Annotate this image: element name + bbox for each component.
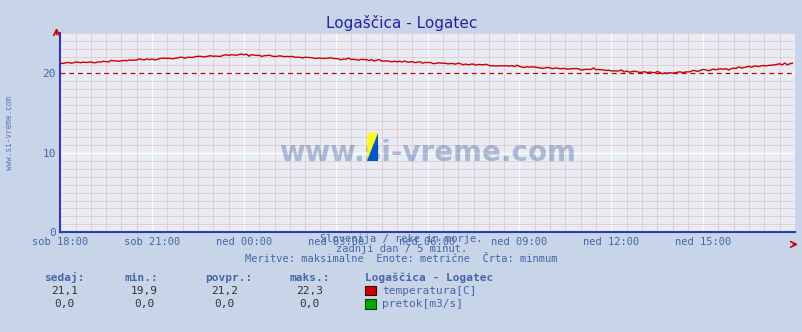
Text: www.si-vreme.com: www.si-vreme.com [279,139,575,167]
Text: 21,1: 21,1 [51,286,78,296]
Polygon shape [367,133,377,161]
Text: 0,0: 0,0 [54,299,75,309]
Text: 0,0: 0,0 [214,299,235,309]
Polygon shape [367,133,377,161]
Text: povpr.:: povpr.: [205,273,252,283]
Text: Meritve: maksimalne  Enote: metrične  Črta: minmum: Meritve: maksimalne Enote: metrične Črta… [245,254,557,264]
Text: 21,2: 21,2 [211,286,238,296]
Text: 0,0: 0,0 [298,299,319,309]
Text: sedaj:: sedaj: [44,272,84,283]
Text: 22,3: 22,3 [295,286,322,296]
Text: Logaščica - Logatec: Logaščica - Logatec [365,272,493,283]
Text: 19,9: 19,9 [131,286,158,296]
Text: zadnji dan / 5 minut.: zadnji dan / 5 minut. [335,244,467,254]
Text: temperatura[C]: temperatura[C] [382,286,476,296]
Text: Slovenija / reke in morje.: Slovenija / reke in morje. [320,234,482,244]
Text: 0,0: 0,0 [134,299,155,309]
Text: www.si-vreme.com: www.si-vreme.com [5,96,14,170]
Text: Logaščica - Logatec: Logaščica - Logatec [326,15,476,31]
Text: pretok[m3/s]: pretok[m3/s] [382,299,463,309]
Text: maks.:: maks.: [289,273,329,283]
Text: min.:: min.: [124,273,158,283]
